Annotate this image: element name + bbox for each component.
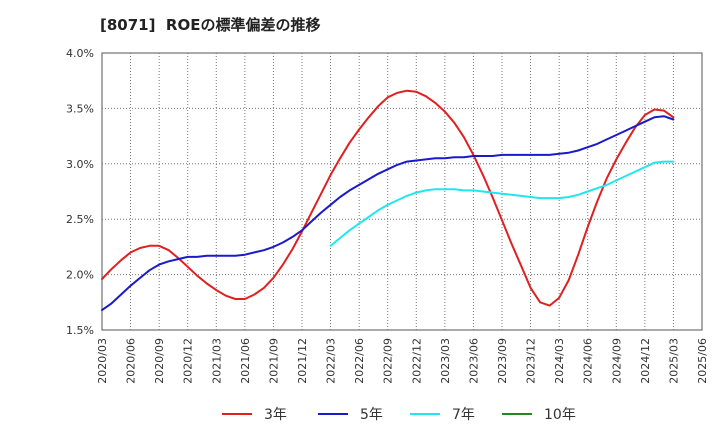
x-tick-label: 2021/12 (296, 338, 309, 384)
x-tick-label: 2020/03 (96, 338, 109, 384)
legend-label-4: 10年 (544, 407, 576, 423)
x-tick-label: 2025/06 (696, 338, 709, 384)
x-tick-label: 2021/06 (239, 338, 252, 384)
x-tick-label: 2024/06 (582, 338, 595, 384)
x-tick-label: 2021/03 (210, 338, 223, 384)
series-line-3 (329, 160, 675, 247)
x-tick-label: 2023/06 (467, 338, 480, 384)
chart-title: [8071] ROEの標準偏差の推移 (100, 16, 321, 34)
legend-label-1: 3年 (264, 407, 287, 423)
x-tick-label: 2023/03 (439, 338, 452, 384)
series-line-1 (101, 89, 675, 307)
x-tick-label: 2025/03 (667, 338, 680, 384)
x-tick-label: 2022/06 (353, 338, 366, 384)
x-tick-label: 2023/12 (525, 338, 538, 384)
y-tick-label: 2.0% (66, 269, 94, 282)
y-tick-label: 3.5% (66, 102, 94, 115)
grid-layer (101, 52, 703, 331)
x-tick-label: 2022/09 (382, 338, 395, 384)
x-tick-label: 2021/09 (267, 338, 280, 384)
series-layer (101, 89, 675, 312)
legend-layer: 3年 5年 7年 10年 (222, 407, 576, 423)
x-tick-label: 2020/09 (153, 338, 166, 384)
x-tick-label: 2024/03 (553, 338, 566, 384)
legend-label-3: 7年 (452, 407, 475, 423)
x-tick-label: 2024/09 (610, 338, 623, 384)
x-tick-label: 2024/12 (639, 338, 652, 384)
legend-label-2: 5年 (360, 407, 383, 423)
x-tick-label: 2023/09 (496, 338, 509, 384)
x-tick-label: 2020/06 (125, 338, 138, 384)
plot-frame (101, 52, 703, 331)
y-tick-label: 1.5% (66, 324, 94, 337)
x-tick-label: 2022/03 (325, 338, 338, 384)
axis-layer: 2020/03 2020/06 2020/09 2020/12 2021/03 2021/… (66, 47, 709, 384)
series-line-2 (101, 115, 675, 312)
x-tick-label: 2020/12 (182, 338, 195, 384)
y-tick-label: 2.5% (66, 213, 94, 226)
y-tick-label: 4.0% (66, 47, 94, 60)
x-tick-label: 2022/12 (410, 338, 423, 384)
y-tick-label: 3.0% (66, 158, 94, 171)
